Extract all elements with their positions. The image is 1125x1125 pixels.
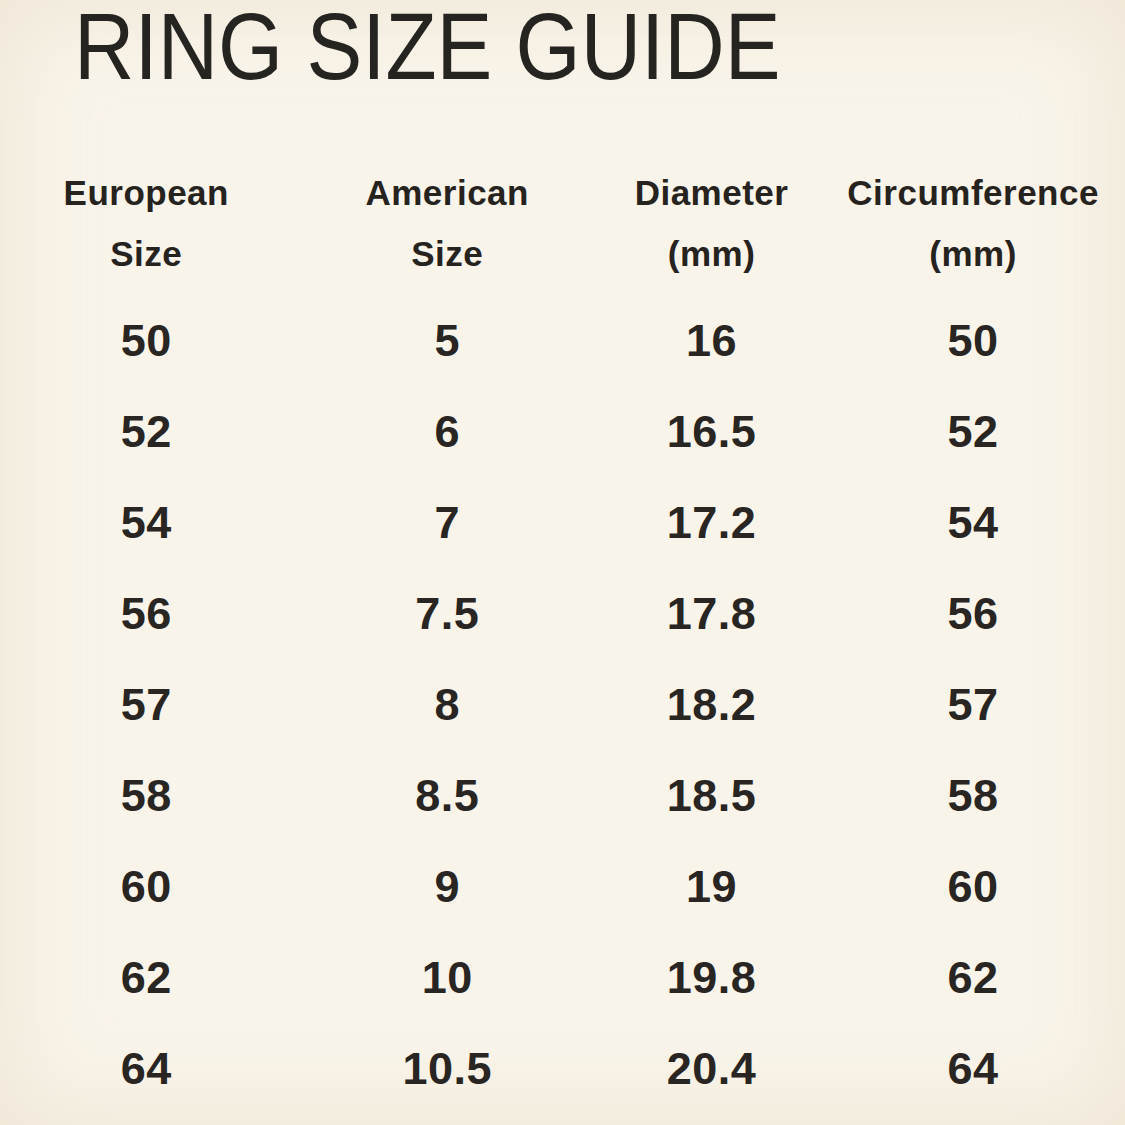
cell-american-size: 9 — [293, 841, 602, 932]
table-row: 62 10 19.8 62 — [0, 932, 1125, 1023]
header-cell-diameter-mm: Diameter (mm) — [602, 162, 821, 284]
cell-circumference-mm: 58 — [821, 750, 1125, 841]
cell-diameter-mm: 16 — [602, 295, 821, 386]
cell-circumference-mm: 62 — [821, 932, 1125, 1023]
table-row: 64 10.5 20.4 64 — [0, 1023, 1125, 1114]
cell-european-size: 52 — [0, 386, 293, 477]
cell-american-size: 10 — [293, 932, 602, 1023]
header-label: Circumference — [821, 162, 1125, 223]
cell-european-size: 50 — [0, 295, 293, 386]
cell-european-size: 56 — [0, 568, 293, 659]
cell-european-size: 54 — [0, 477, 293, 568]
table-body: 50 5 16 50 52 6 16.5 52 54 7 17.2 54 56 … — [0, 295, 1125, 1114]
cell-diameter-mm: 18.2 — [602, 659, 821, 750]
header-label: (mm) — [821, 223, 1125, 284]
table-row: 57 8 18.2 57 — [0, 659, 1125, 750]
table-row: 50 5 16 50 — [0, 295, 1125, 386]
cell-european-size: 60 — [0, 841, 293, 932]
table-row: 56 7.5 17.8 56 — [0, 568, 1125, 659]
cell-american-size: 5 — [293, 295, 602, 386]
header-label: Size — [293, 223, 602, 284]
table-row: 52 6 16.5 52 — [0, 386, 1125, 477]
cell-diameter-mm: 20.4 — [602, 1023, 821, 1114]
cell-diameter-mm: 17.2 — [602, 477, 821, 568]
cell-american-size: 7 — [293, 477, 602, 568]
table-row: 54 7 17.2 54 — [0, 477, 1125, 568]
header-label: European — [0, 162, 293, 223]
cell-american-size: 8 — [293, 659, 602, 750]
cell-circumference-mm: 56 — [821, 568, 1125, 659]
cell-diameter-mm: 19.8 — [602, 932, 821, 1023]
cell-european-size: 62 — [0, 932, 293, 1023]
cell-american-size: 6 — [293, 386, 602, 477]
header-label: (mm) — [602, 223, 821, 284]
cell-american-size: 7.5 — [293, 568, 602, 659]
header-label: Diameter — [602, 162, 821, 223]
ring-size-guide: RING SIZE GUIDE European Size American S… — [0, 0, 1125, 1125]
cell-american-size: 8.5 — [293, 750, 602, 841]
cell-american-size: 10.5 — [293, 1023, 602, 1114]
cell-european-size: 64 — [0, 1023, 293, 1114]
table-row: 58 8.5 18.5 58 — [0, 750, 1125, 841]
cell-circumference-mm: 60 — [821, 841, 1125, 932]
header-cell-european-size: European Size — [0, 162, 293, 284]
cell-circumference-mm: 64 — [821, 1023, 1125, 1114]
cell-diameter-mm: 16.5 — [602, 386, 821, 477]
cell-diameter-mm: 17.8 — [602, 568, 821, 659]
table-row: 60 9 19 60 — [0, 841, 1125, 932]
header-label: Size — [0, 223, 293, 284]
cell-diameter-mm: 18.5 — [602, 750, 821, 841]
cell-european-size: 58 — [0, 750, 293, 841]
page-title: RING SIZE GUIDE — [74, 0, 781, 94]
cell-circumference-mm: 54 — [821, 477, 1125, 568]
cell-circumference-mm: 50 — [821, 295, 1125, 386]
cell-circumference-mm: 52 — [821, 386, 1125, 477]
table-header: European Size American Size Diameter (mm… — [0, 162, 1125, 284]
cell-circumference-mm: 57 — [821, 659, 1125, 750]
header-cell-american-size: American Size — [293, 162, 602, 284]
header-label: American — [293, 162, 602, 223]
header-cell-circumference-mm: Circumference (mm) — [821, 162, 1125, 284]
cell-diameter-mm: 19 — [602, 841, 821, 932]
cell-european-size: 57 — [0, 659, 293, 750]
